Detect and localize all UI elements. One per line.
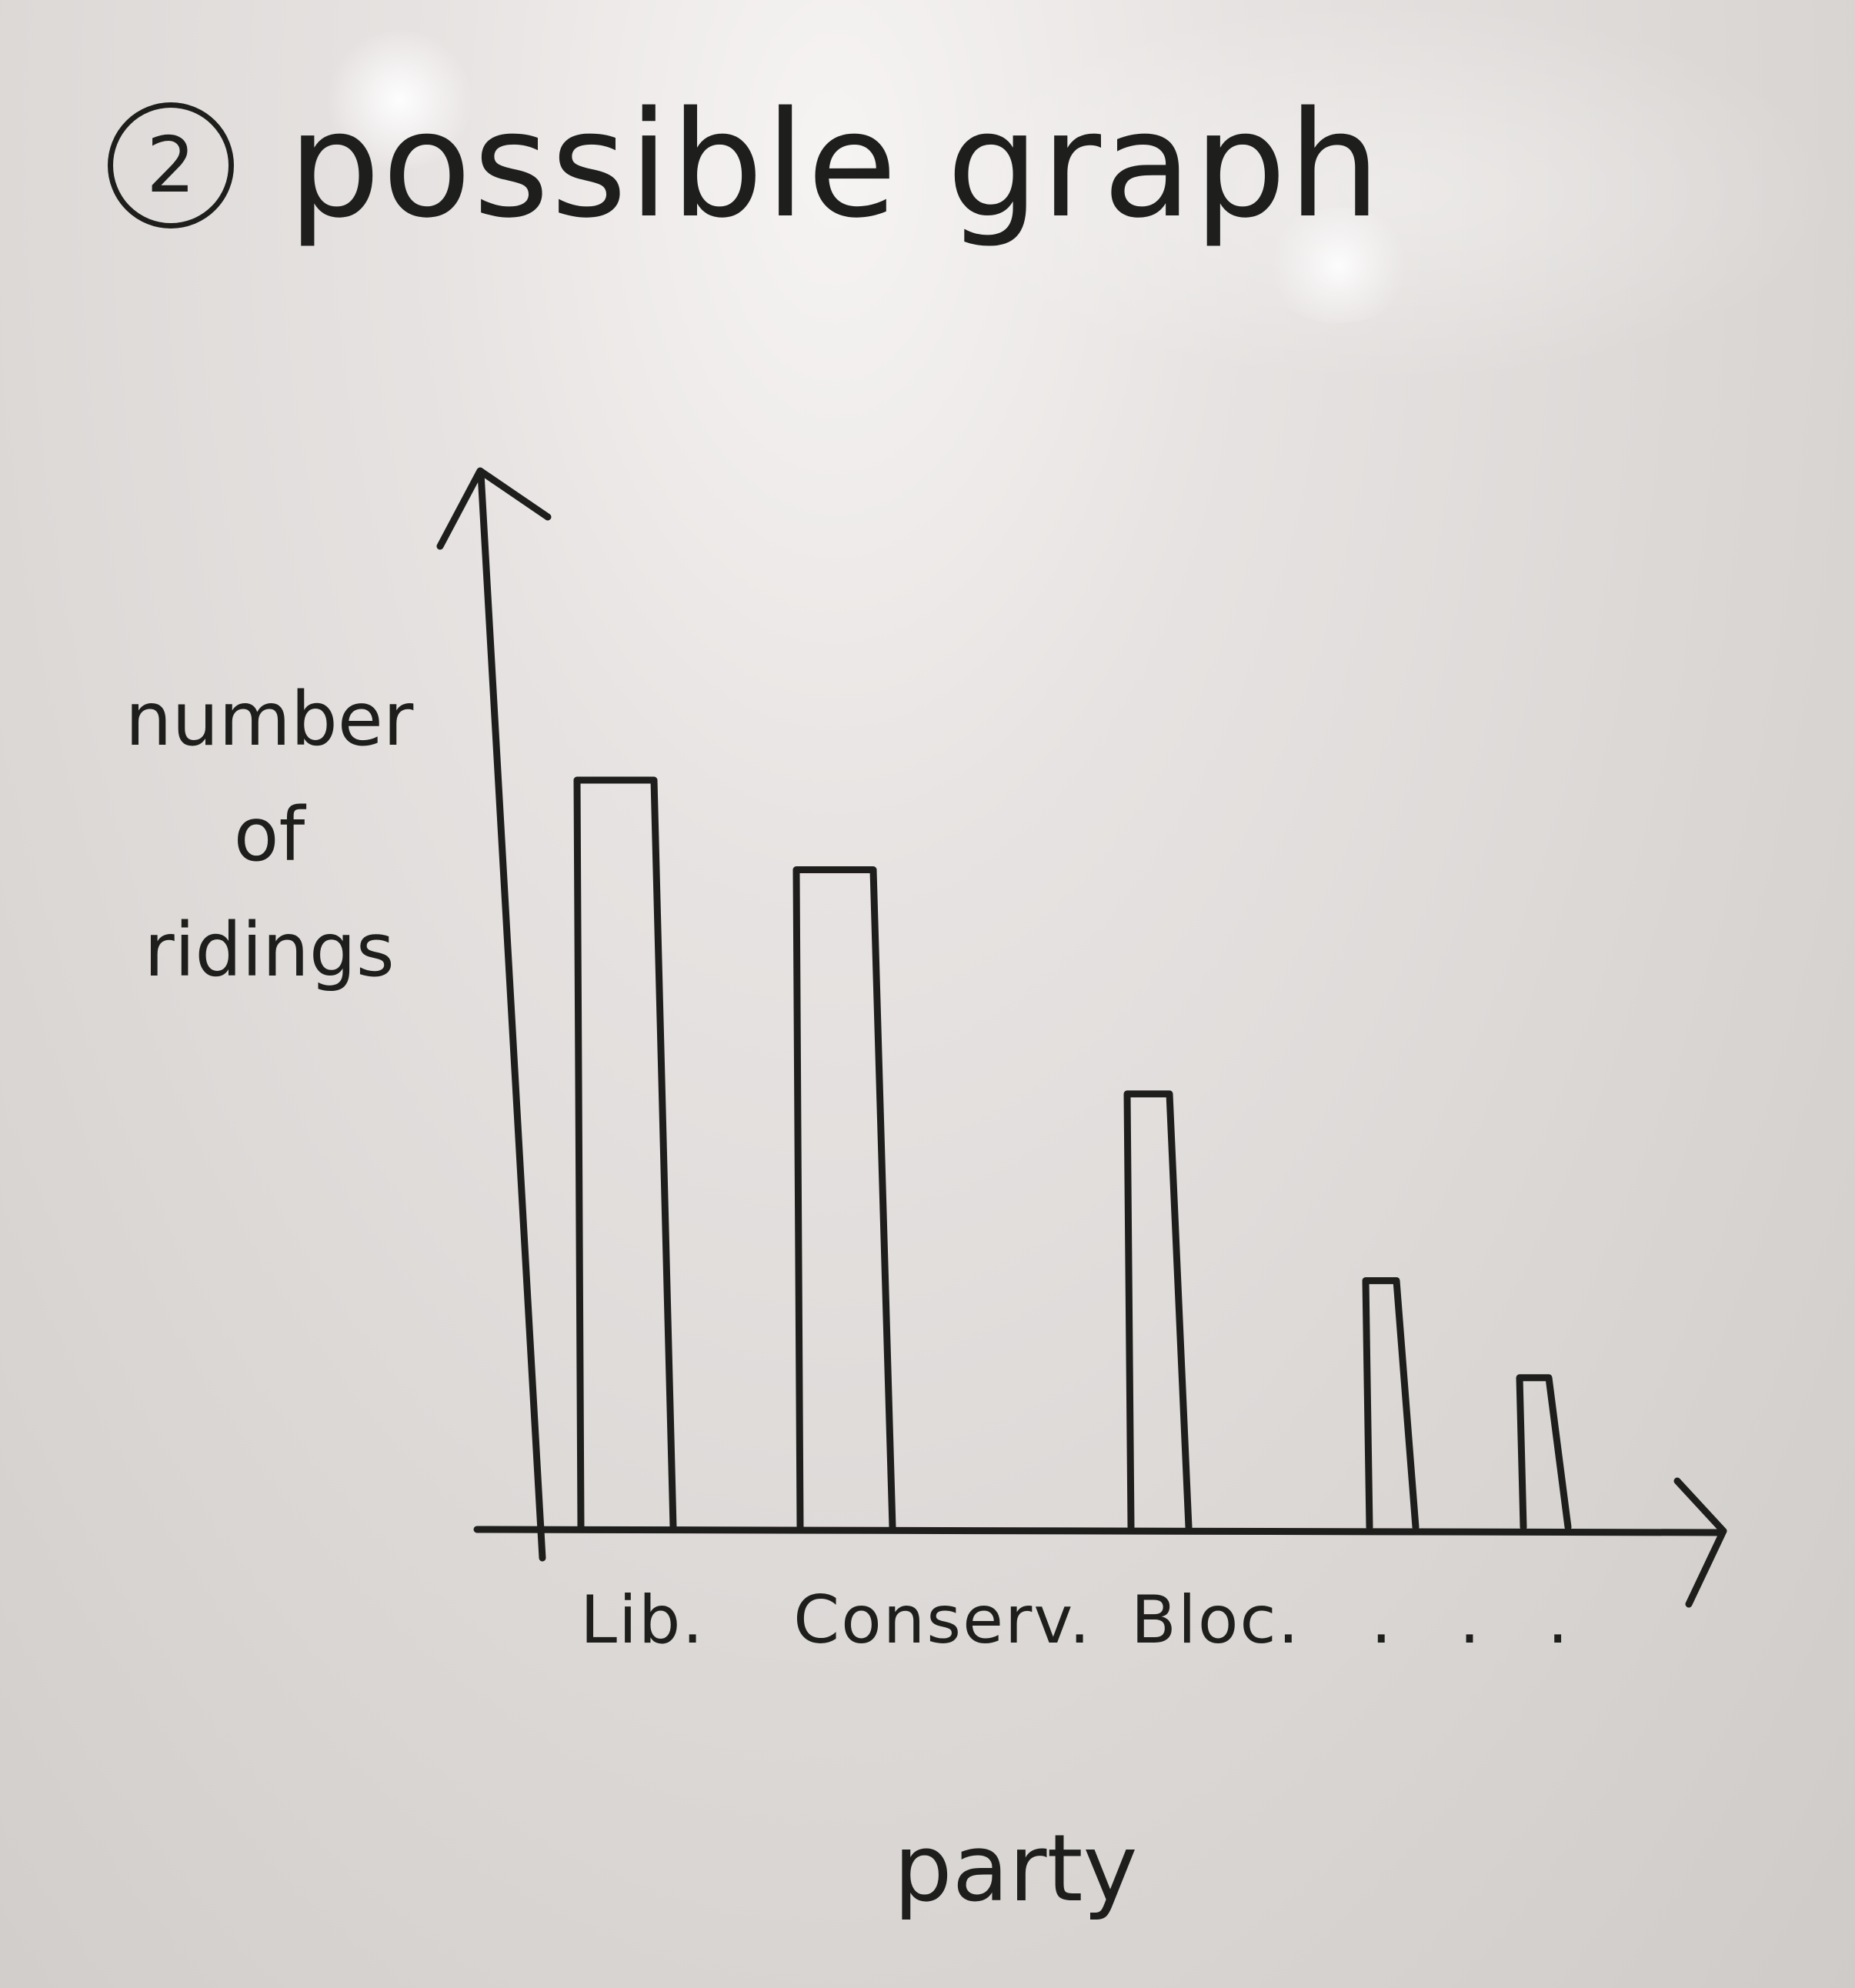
bar [1516,1374,1572,1531]
bar [1123,1090,1193,1531]
section-number-badge: 2 [108,102,234,228]
chart-axes [436,467,1727,1608]
x-tick-label: Conserv. [793,1582,1092,1659]
x-tick-label: Bloc. [1131,1582,1300,1659]
y-axis-label: number of ridings [85,662,454,1008]
bar [573,776,677,1531]
chart-bars [573,776,1572,1531]
y-axis-line [477,469,546,1562]
x-axis-label: party [893,1816,1137,1923]
chart-tick-labels: Lib. Conserv. Bloc. . . . [580,1582,1592,1659]
y-axis-arrowhead [436,467,552,550]
x-axis-line [473,1526,1723,1536]
y-axis-label-line: ridings [144,907,395,993]
chart-title: possible graph [288,80,1383,250]
bar [792,866,896,1531]
chart-heading: 2 possible graph [108,92,1382,238]
x-axis-arrowhead [1673,1477,1727,1608]
bar [1362,1277,1420,1531]
y-axis-label-line: number [125,676,414,762]
y-axis-label-line: of [233,792,305,878]
x-tick-label: . . . [1371,1582,1592,1659]
x-tick-label: Lib. [580,1582,705,1659]
